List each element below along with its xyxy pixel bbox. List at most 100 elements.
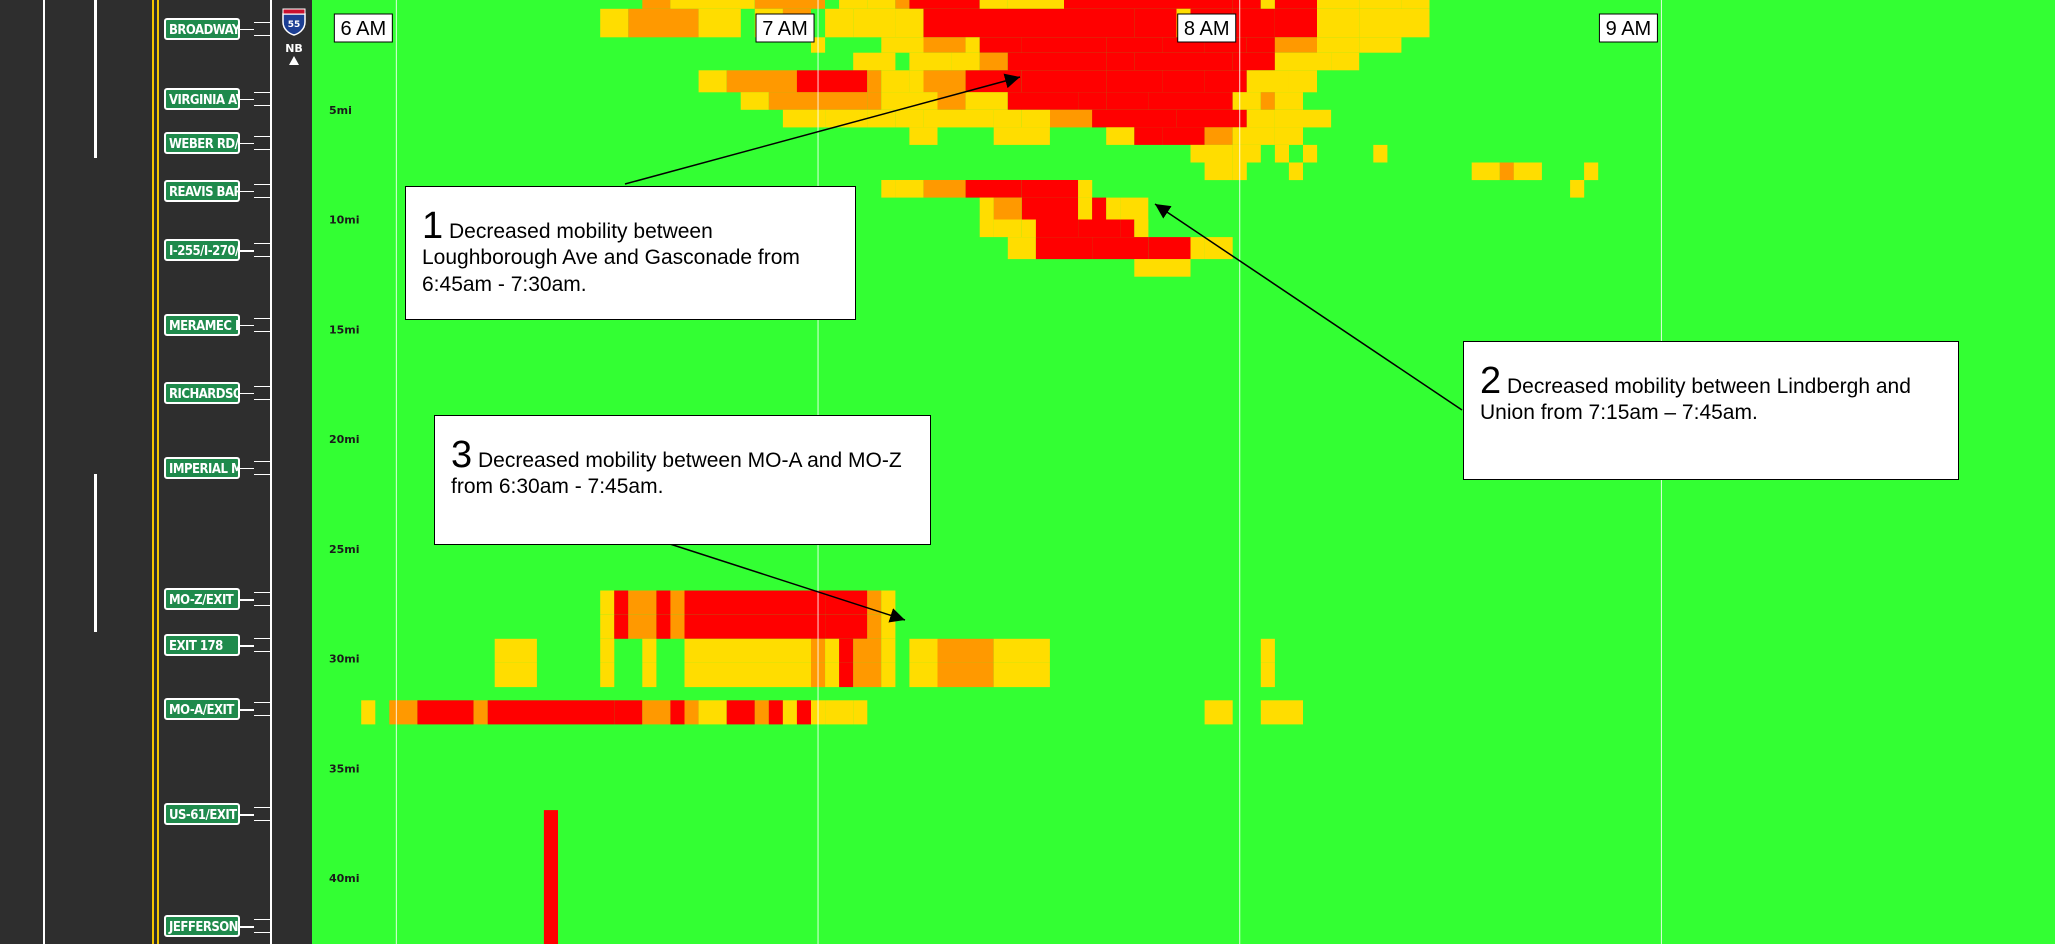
cell-severe-r12-s4 xyxy=(1078,219,1121,238)
cell-severe-r3-s7 xyxy=(1106,52,1135,71)
cell-moderate-r3-s13 xyxy=(1331,52,1360,71)
cell-severe-r6-s9 xyxy=(1176,109,1247,128)
exit-sign-4[interactable]: I-255/I-270/ xyxy=(164,239,240,262)
cell-moderate-r1-s2 xyxy=(698,8,741,38)
cell-moderate-r12-s6 xyxy=(1134,219,1149,238)
time-tick-label-2: 8 AM xyxy=(1184,18,1230,40)
exit-sign-11[interactable]: US-61/EXIT 1 xyxy=(164,803,240,826)
cell-severe-r7-s3 xyxy=(1134,127,1163,145)
cell-severe-r11-s5 xyxy=(1092,197,1107,220)
cell-severe-r4-s10 xyxy=(1106,70,1163,93)
ramp-rail xyxy=(270,0,272,944)
callout-number-3: 3 xyxy=(451,434,473,476)
exit-sign-7[interactable]: IMPERIAL MA xyxy=(164,456,240,479)
mile-tick-label-5: 30mi xyxy=(329,653,360,666)
exit-sign-8[interactable]: MO-Z/EXIT 18 xyxy=(164,588,240,611)
cell-severe-r13-s4 xyxy=(1148,237,1177,260)
ramp-connector-4 xyxy=(240,250,254,252)
cell-moderate-r17-s8 xyxy=(881,638,896,663)
cell-moderate-r1-s16 xyxy=(1317,8,1360,38)
cell-severe-r4-s2 xyxy=(796,70,868,93)
cell-moderate-r8-s1 xyxy=(1232,144,1261,163)
cell-moderate-r6-s3 xyxy=(895,109,924,128)
mile-axis: 5mi 10mi 15mi 20mi 25mi 30mi 35mi 40mi xyxy=(329,104,360,885)
cell-severe-r15-s1 xyxy=(614,590,629,615)
cell-heavy-r0-s3 xyxy=(796,0,825,9)
center-line-yellow-1 xyxy=(152,0,154,944)
mile-tick-label-2: 15mi xyxy=(329,323,360,336)
cell-severe-r4-s8 xyxy=(1021,70,1065,93)
cell-moderate-r19-s18 xyxy=(1204,700,1233,725)
callout-box-3: 3 Decreased mobility between MO-A and MO… xyxy=(434,415,931,545)
cell-severe-r4-s9 xyxy=(1064,70,1107,93)
mile-tick-label-3: 20mi xyxy=(329,433,360,446)
exit-sign-3[interactable]: REAVIS BARR xyxy=(164,179,240,202)
cell-heavy-r1-s1 xyxy=(628,8,699,38)
cell-heavy-r19-s8 xyxy=(684,700,699,725)
cell-moderate-r5-s3 xyxy=(881,92,924,110)
cell-heavy-r5-s5 xyxy=(937,92,966,110)
cell-moderate-r6-s5 xyxy=(993,109,1022,128)
cell-heavy-r19-s6 xyxy=(642,700,671,725)
callout-text-3: Decreased mobility between MO-A and MO-Z… xyxy=(451,449,902,499)
exit-sign-12[interactable]: JEFFERSON/ xyxy=(164,915,240,938)
cell-severe-r5-s9 xyxy=(1078,92,1107,110)
cell-heavy-r16-s2 xyxy=(628,614,657,639)
cell-moderate-r3-s3 xyxy=(951,52,980,71)
callout-number-1: 1 xyxy=(422,205,444,247)
callout-text-1: Decreased mobility between Loughborough … xyxy=(422,220,800,296)
cell-heavy-r17-s7 xyxy=(853,638,882,663)
cell-heavy-r17-s10 xyxy=(937,638,994,663)
exit-sign-9[interactable]: EXIT 178 xyxy=(164,634,240,657)
cell-moderate-r0-s4 xyxy=(839,0,868,9)
cell-heavy-r16-s4 xyxy=(670,614,685,639)
cell-severe-r4-s12 xyxy=(1204,70,1247,93)
ramp-0 xyxy=(254,21,271,36)
cell-moderate-r1-s5 xyxy=(825,8,854,38)
cell-moderate-r17-s12 xyxy=(1260,638,1275,663)
cell-severe-r0-s12 xyxy=(1190,0,1233,9)
cell-severe-r16-s1 xyxy=(614,614,629,639)
cell-moderate-r8-s4 xyxy=(1373,144,1388,163)
ramp-connector-12 xyxy=(240,926,254,928)
cell-moderate-r19-s0 xyxy=(361,700,376,725)
cell-severe-r3-s5 xyxy=(1007,52,1050,71)
cell-moderate-r10-s7 xyxy=(1078,180,1093,198)
exit-sign-6[interactable]: RICHARDSON xyxy=(164,381,240,404)
cell-moderate-r18-s0 xyxy=(494,663,537,688)
cell-severe-r15-s6 xyxy=(825,590,868,615)
cell-severe-r1-s8 xyxy=(923,8,1036,38)
mile-tick-label-6: 35mi xyxy=(329,762,360,775)
cell-moderate-r17-s3 xyxy=(684,638,811,663)
cell-severe-r16-s5 xyxy=(684,614,826,639)
exit-sign-5[interactable]: MERAMEC BO xyxy=(164,313,240,336)
cell-moderate-r9-s2 xyxy=(1288,162,1303,181)
cell-severe-r19-s14 xyxy=(796,700,811,725)
cell-moderate-r9-s0 xyxy=(1204,162,1233,181)
cell-moderate-r8-s3 xyxy=(1303,144,1318,163)
direction-label: NB xyxy=(285,42,303,55)
exit-sign-1[interactable]: VIRGINIA AVI xyxy=(164,87,240,110)
cell-moderate-r3-s11 xyxy=(1274,52,1303,71)
cell-moderate-r0-s18 xyxy=(1401,0,1430,9)
cell-severe-r1-s14 xyxy=(1232,8,1275,38)
cell-moderate-r12-s2 xyxy=(1021,219,1036,238)
cell-severe-r13-s3 xyxy=(1092,237,1149,260)
cell-severe-r13-s2 xyxy=(1064,237,1093,260)
cell-moderate-r17-s0 xyxy=(494,638,537,663)
cell-moderate-r19-s13 xyxy=(782,700,797,725)
exit-sign-10[interactable]: MO-A/EXIT 17 xyxy=(164,698,240,721)
cell-heavy-r16-s7 xyxy=(867,614,882,639)
cell-severe-r19-s7 xyxy=(670,700,685,725)
cell-moderate-r18-s2 xyxy=(642,663,657,688)
ramp-7 xyxy=(254,460,271,475)
cell-moderate-r4-s13 xyxy=(1246,70,1289,93)
cell-severe-r3-s10 xyxy=(1232,52,1275,71)
cell-severe-r19-s4 xyxy=(487,700,615,725)
exit-sign-0[interactable]: BROADWAY 3 xyxy=(164,17,240,40)
cell-heavy-r19-s1 xyxy=(389,700,418,725)
ramp-3 xyxy=(254,183,271,198)
exit-sign-2[interactable]: WEBER RD/E: xyxy=(164,131,240,154)
ramp-10 xyxy=(254,702,271,717)
ramp-8 xyxy=(254,592,271,607)
